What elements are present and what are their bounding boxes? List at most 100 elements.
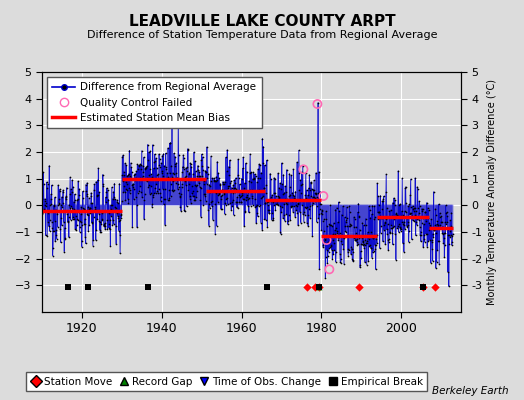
Point [413, 205, 422, 212]
Point [40, 202, 49, 208]
Point [145, 172, 153, 179]
Point [206, 205, 214, 211]
Point [230, 185, 238, 192]
Point [196, 214, 205, 220]
Point [140, 197, 149, 204]
Point [403, 222, 412, 228]
Point [110, 194, 118, 200]
Point [301, 192, 310, 198]
Point [111, 204, 119, 210]
Point [114, 215, 123, 221]
Point [151, 190, 160, 196]
Point [92, 227, 101, 233]
Point [50, 218, 59, 224]
Point [97, 220, 106, 227]
Point [75, 228, 84, 235]
Point [155, 151, 163, 157]
Point [85, 206, 93, 213]
Point [353, 238, 361, 245]
Point [364, 236, 373, 242]
Point [126, 187, 134, 194]
Point [93, 192, 102, 198]
Point [380, 220, 389, 227]
Point [186, 160, 194, 166]
Point [246, 151, 254, 157]
Point [409, 217, 417, 224]
Point [146, 166, 154, 173]
Point [253, 213, 261, 220]
Point [42, 203, 50, 210]
Point [427, 237, 435, 243]
Point [434, 238, 442, 244]
Point [47, 200, 56, 207]
Point [263, 199, 271, 205]
Point [169, 188, 177, 195]
Point [216, 196, 225, 203]
Point [309, 194, 317, 201]
Point [56, 186, 64, 193]
Point [423, 200, 431, 206]
Point [313, 190, 322, 196]
Point [151, 158, 159, 164]
Point [394, 212, 402, 219]
Point [63, 210, 71, 217]
Point [371, 214, 379, 220]
Point [376, 213, 384, 219]
Legend: Station Move, Record Gap, Time of Obs. Change, Empirical Break: Station Move, Record Gap, Time of Obs. C… [26, 372, 427, 391]
Point [154, 176, 162, 183]
Point [319, 218, 327, 224]
Point [105, 224, 113, 231]
Point [133, 224, 141, 230]
Point [96, 219, 104, 225]
Point [293, 209, 302, 216]
Point [280, 189, 288, 196]
Point [58, 204, 67, 210]
Point [357, 255, 365, 261]
Point [435, 210, 444, 216]
Point [78, 238, 86, 244]
Point [124, 200, 133, 206]
Point [307, 192, 315, 199]
Point [361, 237, 369, 243]
Point [40, 207, 48, 213]
Point [441, 242, 449, 248]
Point [139, 162, 147, 169]
Point [411, 175, 419, 181]
Point [219, 178, 227, 185]
Point [59, 189, 67, 195]
Point [250, 171, 259, 177]
Point [147, 171, 155, 177]
Point [54, 182, 62, 188]
Point [146, 148, 155, 154]
Point [357, 240, 366, 247]
Point [91, 205, 100, 212]
Point [334, 199, 343, 205]
Point [204, 206, 212, 213]
Point [117, 210, 126, 217]
Point [297, 190, 305, 196]
Point [445, 283, 453, 290]
Point [438, 230, 446, 236]
Point [71, 226, 79, 232]
Point [121, 197, 129, 203]
Point [292, 203, 301, 210]
Point [252, 172, 260, 179]
Point [343, 246, 352, 252]
Point [284, 196, 292, 203]
Point [430, 226, 438, 233]
Point [395, 202, 403, 208]
Point [235, 192, 243, 198]
Point [136, 183, 144, 190]
Point [321, 237, 329, 243]
Point [406, 191, 414, 198]
Point [247, 169, 255, 176]
Point [118, 178, 127, 184]
Point [353, 242, 362, 248]
Point [381, 219, 389, 225]
Legend: Difference from Regional Average, Quality Control Failed, Estimated Station Mean: Difference from Regional Average, Qualit… [47, 77, 261, 128]
Point [397, 213, 405, 219]
Point [388, 229, 397, 236]
Point [172, 174, 181, 181]
Point [275, 194, 283, 201]
Point [211, 177, 220, 184]
